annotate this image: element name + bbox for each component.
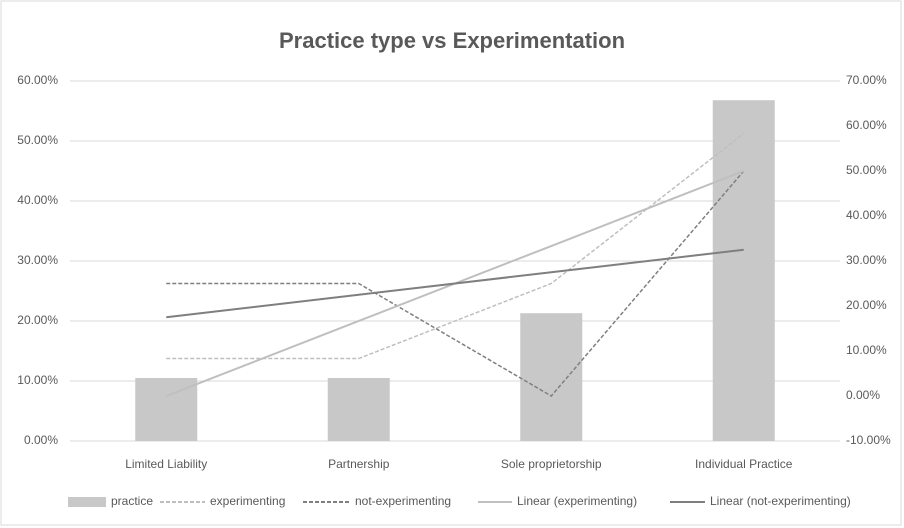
y-tick-label: 50.00% [17,133,58,147]
y2-tick-label: 0.00% [846,388,880,402]
legend-label: not-experimenting [355,494,451,508]
y2-tick-label: 50.00% [846,163,887,177]
y2-tick-label: 20.00% [846,298,887,312]
y2-tick-label: 70.00% [846,73,887,87]
y-tick-label: 40.00% [17,193,58,207]
y2-tick-label: 30.00% [846,253,887,267]
x-tick-label: Sole proprietorship [501,457,602,471]
y-tick-label: 30.00% [17,253,58,267]
y2-tick-label: -10.00% [846,433,891,447]
y-tick-label: 0.00% [24,433,58,447]
y2-tick-label: 10.00% [846,343,887,357]
bar [520,313,583,441]
legend-swatch [68,497,106,507]
bar [712,100,775,441]
y-tick-label: 60.00% [17,73,58,87]
legend-label: experimenting [210,494,285,508]
y-tick-label: 20.00% [17,313,58,327]
line [166,248,744,319]
x-tick-label: Partnership [328,457,390,471]
chart-title: Practice type vs Experimentation [279,28,625,53]
y2-tick-label: 60.00% [846,118,887,132]
legend-label: Linear (experimenting) [517,494,637,508]
legend-label: practice [111,494,153,508]
bar [327,378,390,441]
y-tick-label: 10.00% [17,373,58,387]
legend-label: Linear (not-experimenting) [710,494,851,508]
line [166,170,745,397]
x-tick-label: Individual Practice [695,457,793,471]
x-tick-label: Limited Liability [125,457,207,471]
y2-tick-label: 40.00% [846,208,887,222]
